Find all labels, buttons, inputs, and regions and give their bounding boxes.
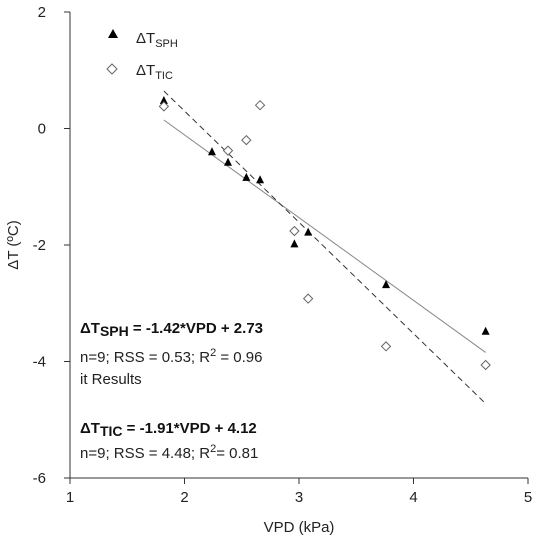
y-tick-label: 0 [38, 121, 46, 138]
annotation-tic: ΔTTIC = -1.91*VPD + 4.12 n=9; RSS = 4.48… [80, 420, 258, 462]
legend: ΔTSPH ΔTTIC [106, 29, 178, 82]
y-ticks: -6 -4 -2 0 2 [33, 4, 70, 487]
point-sph [224, 157, 233, 166]
point-tic [222, 145, 234, 156]
x-ticks: 1 2 3 4 5 [66, 478, 532, 506]
x-tick-label: 3 [295, 489, 303, 506]
point-sph [242, 172, 251, 181]
point-tic [302, 293, 314, 304]
legend-marker-tic [106, 63, 118, 75]
x-tick-label: 1 [66, 489, 74, 506]
data-points [158, 96, 491, 371]
equation-tic: ΔTTIC = -1.91*VPD + 4.12 [80, 420, 257, 439]
axes [69, 12, 528, 479]
x-tick-label: 2 [180, 489, 188, 506]
legend-label-tic: ΔTTIC [136, 62, 173, 82]
fit-lines [163, 90, 486, 404]
point-sph [159, 96, 168, 105]
y-tick-label: 2 [38, 4, 46, 21]
y-tick-label: -6 [33, 470, 46, 487]
point-sph [382, 280, 391, 289]
fit-line-sph [163, 119, 486, 353]
legend-marker-sph [108, 29, 118, 38]
legend-label-sph: ΔTSPH [136, 30, 178, 50]
x-tick-label: 5 [524, 489, 532, 506]
x-axis-title: VPD (kPa) [264, 519, 335, 536]
point-sph [207, 147, 216, 156]
point-tic [380, 341, 392, 352]
point-tic [480, 359, 491, 371]
x-tick-label: 4 [409, 489, 417, 506]
y-axis-title: ΔT (ºC) [5, 220, 22, 269]
stats-sph: n=9; RSS = 0.53; R2 = 0.96 [80, 347, 263, 366]
point-tic [241, 134, 252, 146]
annotation-sph: ΔTSPH = -1.42*VPD + 2.73 n=9; RSS = 0.53… [80, 320, 263, 388]
point-tic [289, 225, 300, 237]
y-tick-label: -2 [33, 237, 46, 254]
point-tic [254, 99, 266, 111]
point-sph [304, 227, 313, 236]
point-sph [290, 239, 299, 248]
extra-note: it Results [80, 371, 142, 388]
y-tick-label: -4 [33, 354, 46, 371]
fit-line-tic [163, 90, 486, 404]
point-tic [158, 101, 170, 112]
point-sph [481, 326, 490, 335]
stats-tic: n=9; RSS = 4.48; R2= 0.81 [80, 443, 258, 462]
point-sph [256, 175, 265, 184]
equation-sph: ΔTSPH = -1.42*VPD + 2.73 [80, 320, 263, 339]
